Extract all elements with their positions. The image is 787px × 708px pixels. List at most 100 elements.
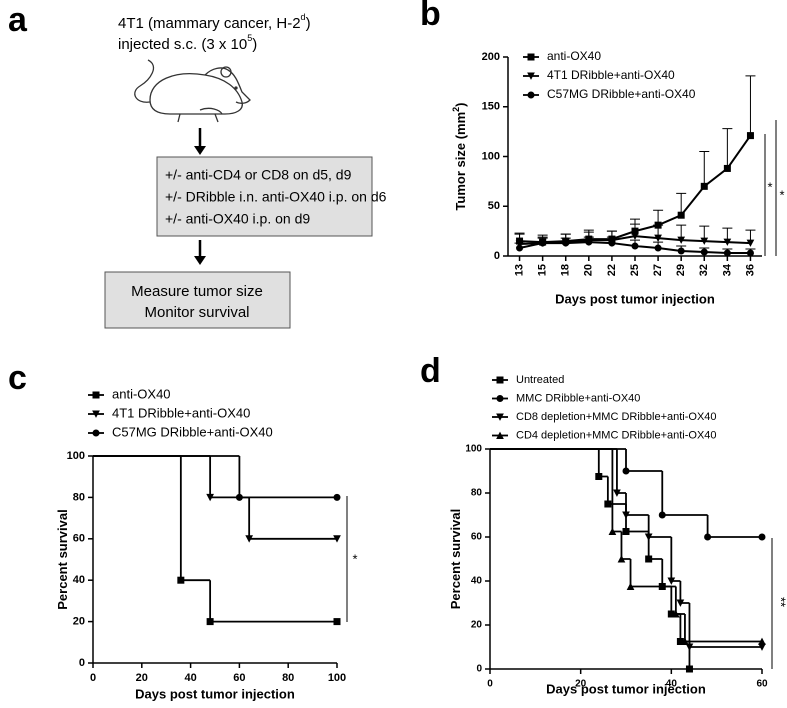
marker (626, 582, 635, 590)
x-tick-label: 20 (583, 264, 595, 276)
marker (496, 413, 504, 421)
x-tick-label: 15 (537, 264, 549, 276)
marker (92, 391, 100, 399)
marker (608, 239, 616, 247)
panel-label: b (420, 0, 441, 33)
marker (92, 410, 100, 418)
survival-step (238, 456, 337, 499)
marker (333, 493, 341, 501)
y-tick-label: 40 (471, 576, 483, 587)
x-tick-label: 60 (756, 679, 768, 690)
x-tick-label: 20 (575, 679, 587, 690)
x-tick-label: 25 (629, 264, 641, 276)
x-tick-label: 22 (606, 264, 618, 276)
marker (496, 395, 504, 402)
marker (677, 211, 685, 219)
y-tick-label: 40 (73, 574, 85, 586)
marker (700, 237, 709, 245)
survival-step (248, 497, 337, 540)
box (104, 271, 291, 329)
marker (604, 500, 612, 508)
marker (758, 643, 766, 651)
marker (608, 527, 617, 535)
marker (235, 493, 243, 501)
marker (746, 249, 754, 257)
marker (700, 248, 708, 256)
marker (685, 665, 693, 673)
marker (206, 493, 214, 502)
marker (496, 431, 504, 439)
y-tick-label: 60 (471, 532, 483, 543)
y-tick-label: 20 (471, 620, 483, 631)
error-bar (722, 128, 733, 169)
panel-label: d (420, 352, 441, 390)
x-tick-label: 27 (652, 264, 664, 276)
marker (700, 182, 708, 190)
arrow-head (194, 146, 206, 155)
survival-step (661, 559, 672, 588)
x-tick-label: 29 (675, 264, 687, 276)
error-bar (745, 75, 756, 136)
marker (677, 236, 686, 244)
legend-label: Untreated (516, 374, 564, 386)
legend-label: 4T1 DRibble+anti-OX40 (547, 68, 675, 82)
survival-step (670, 537, 681, 582)
box-text: Monitor survival (144, 304, 249, 321)
marker (681, 637, 689, 645)
marker (672, 610, 680, 618)
marker (333, 535, 341, 543)
y-tick-label: 80 (471, 488, 483, 499)
text: 4T1 (mammary cancer, H-2 (118, 15, 301, 32)
survival-step (209, 580, 337, 623)
y-tick-label: 150 (482, 101, 500, 113)
marker (658, 511, 666, 519)
marker (562, 239, 570, 247)
superscript: 2 (451, 107, 461, 112)
marker (92, 429, 100, 437)
marker (723, 249, 731, 257)
error-bar (699, 151, 710, 187)
marker (617, 555, 626, 563)
y-tick-label: 60 (73, 533, 85, 545)
x-tick-label: 13 (513, 264, 525, 276)
text: Percent survival (448, 509, 463, 609)
survival-step (620, 531, 631, 560)
survival-step (688, 603, 762, 648)
survival-step (629, 559, 676, 588)
panel-label: c (8, 359, 27, 397)
x-tick-label: 40 (184, 672, 196, 684)
marker (333, 618, 341, 626)
x-axis-label: Days post tumor injection (555, 291, 715, 306)
text: ) (252, 36, 257, 53)
marker (622, 511, 630, 519)
marker (622, 528, 630, 535)
survival-step (706, 515, 762, 538)
y-tick-label: 100 (482, 150, 500, 162)
legend-label: MMC DRibble+anti-OX40 (516, 392, 640, 404)
marker (645, 555, 653, 563)
panel-label: a (8, 1, 28, 39)
error-bar (676, 192, 687, 216)
survival-step (684, 614, 762, 643)
y-axis-label: Tumor size (mm2) (451, 102, 468, 210)
x-tick-label: 18 (560, 264, 572, 276)
y-tick-label: 50 (488, 200, 500, 212)
marker (654, 234, 662, 242)
marker (723, 238, 732, 246)
marker (527, 91, 535, 99)
box-text: +/- anti-CD4 or CD8 on d5, d9 (165, 167, 352, 183)
annotation: * (352, 551, 357, 566)
y-tick-label: 100 (67, 450, 85, 462)
marker (245, 535, 254, 543)
marker (654, 244, 662, 252)
x-tick-label: 36 (744, 264, 756, 276)
x-tick-label: 60 (233, 672, 245, 684)
marker (177, 576, 185, 584)
marker (613, 489, 621, 497)
x-axis-label: Days post tumor injection (546, 681, 706, 696)
marker (676, 599, 685, 607)
x-tick-label: 34 (721, 263, 733, 276)
marker (723, 164, 731, 172)
box (156, 156, 373, 237)
schematic-text: injected s.c. (3 x 105) (118, 33, 257, 53)
